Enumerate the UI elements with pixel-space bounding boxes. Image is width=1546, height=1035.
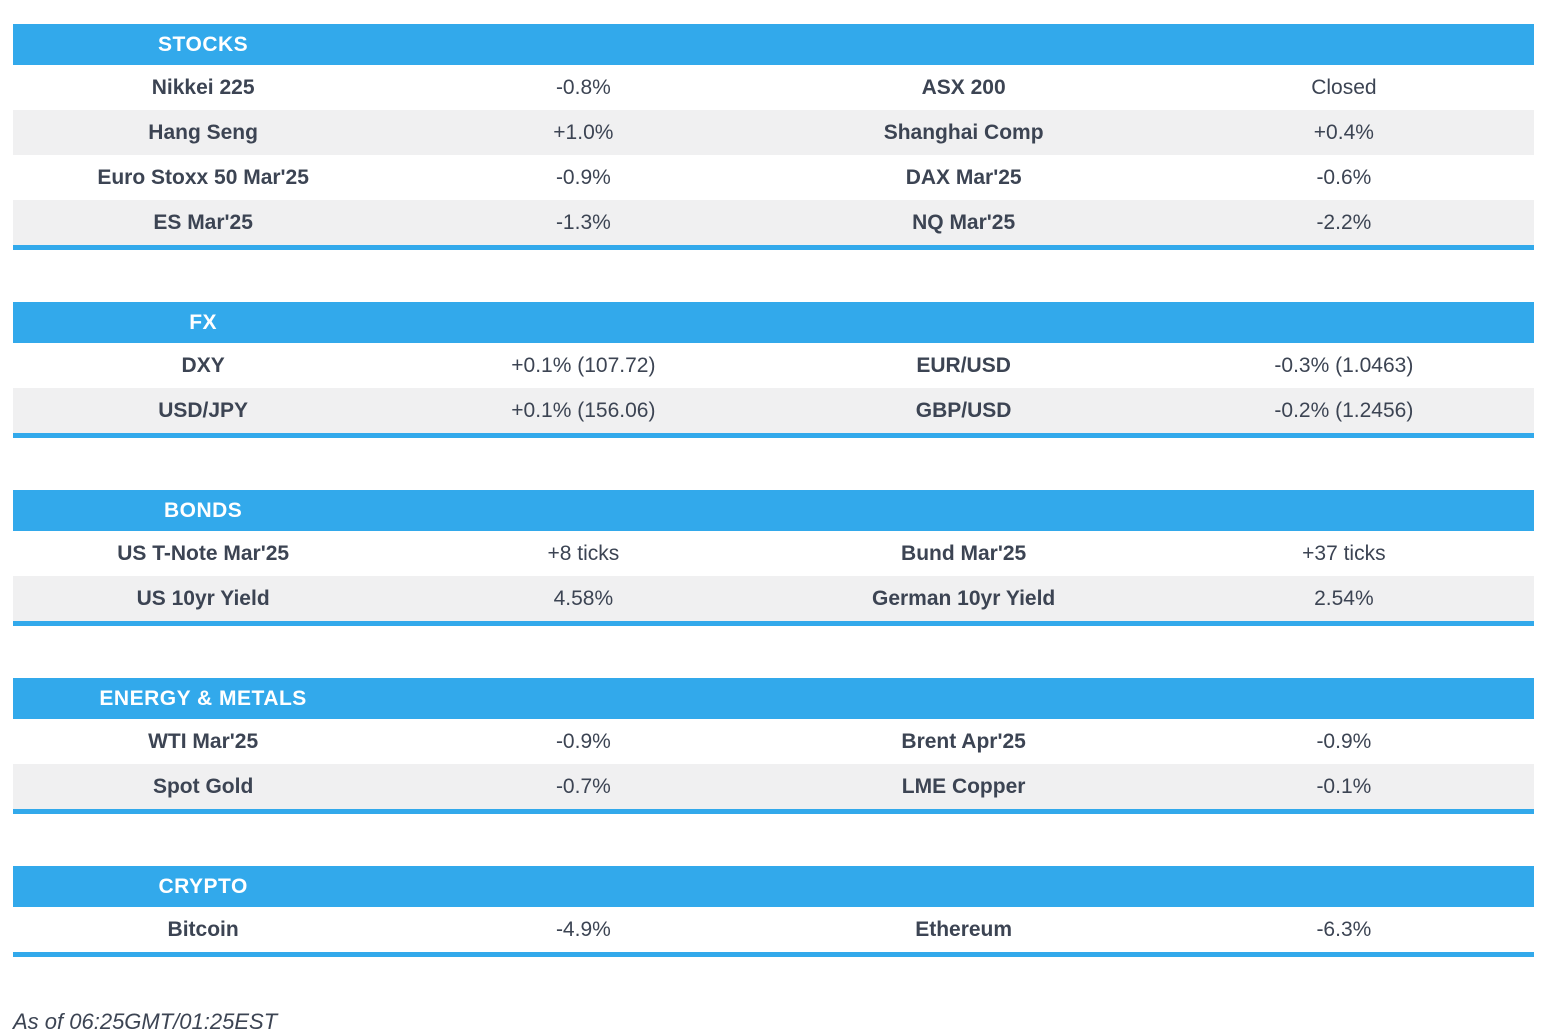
table-row: ES Mar'25 -1.3% NQ Mar'25 -2.2% bbox=[13, 200, 1534, 245]
instrument-value: -0.6% bbox=[1316, 165, 1372, 189]
section-title: STOCKS bbox=[158, 32, 249, 56]
market-section-energy-metals: ENERGY & METALS WTI Mar'25 -0.9% Brent A… bbox=[13, 678, 1534, 814]
instrument-value: -4.9% bbox=[555, 917, 611, 941]
market-section-bonds: BONDS US T-Note Mar'25 +8 ticks Bund Mar… bbox=[13, 490, 1534, 626]
section-header: BONDS bbox=[13, 490, 1534, 531]
instrument-name: WTI Mar'25 bbox=[148, 729, 259, 753]
table-row: WTI Mar'25 -0.9% Brent Apr'25 -0.9% bbox=[13, 719, 1534, 764]
section-rows: Nikkei 225 -0.8% ASX 200 Closed Hang Sen… bbox=[13, 65, 1534, 245]
section-header: STOCKS bbox=[13, 24, 1534, 65]
instrument-name: Shanghai Comp bbox=[883, 120, 1044, 144]
section-title: FX bbox=[189, 310, 218, 334]
instrument-value: -0.9% bbox=[555, 165, 611, 189]
instrument-value: +0.1% (156.06) bbox=[511, 398, 656, 422]
section-header: FX bbox=[13, 302, 1534, 343]
section-rows: Bitcoin -4.9% Ethereum -6.3% bbox=[13, 907, 1534, 952]
instrument-name: ES Mar'25 bbox=[153, 210, 253, 234]
section-title: ENERGY & METALS bbox=[99, 686, 307, 710]
section-title: BONDS bbox=[163, 498, 243, 522]
instrument-value: 4.58% bbox=[553, 586, 614, 610]
instrument-name: Bitcoin bbox=[167, 917, 239, 941]
instrument-name: Ethereum bbox=[915, 917, 1013, 941]
instrument-name: Spot Gold bbox=[152, 774, 254, 798]
instrument-value: -2.2% bbox=[1316, 210, 1372, 234]
instrument-name: US T-Note Mar'25 bbox=[117, 541, 290, 565]
section-rows: DXY +0.1% (107.72) EUR/USD -0.3% (1.0463… bbox=[13, 343, 1534, 433]
instrument-name: NQ Mar'25 bbox=[912, 210, 1016, 234]
market-section-crypto: CRYPTO Bitcoin -4.9% Ethereum -6.3% bbox=[13, 866, 1534, 957]
market-sections: STOCKS Nikkei 225 -0.8% ASX 200 Closed H… bbox=[13, 24, 1534, 957]
instrument-name: DXY bbox=[181, 353, 225, 377]
instrument-name: LME Copper bbox=[901, 774, 1026, 798]
instrument-value: -0.9% bbox=[555, 729, 611, 753]
section-title: CRYPTO bbox=[158, 874, 248, 898]
table-row: Spot Gold -0.7% LME Copper -0.1% bbox=[13, 764, 1534, 809]
instrument-name: Brent Apr'25 bbox=[901, 729, 1026, 753]
instrument-value: -0.3% (1.0463) bbox=[1274, 353, 1414, 377]
instrument-name: USD/JPY bbox=[158, 398, 249, 422]
table-row: US T-Note Mar'25 +8 ticks Bund Mar'25 +3… bbox=[13, 531, 1534, 576]
instrument-name: DAX Mar'25 bbox=[905, 165, 1022, 189]
section-header: CRYPTO bbox=[13, 866, 1534, 907]
market-section-stocks: STOCKS Nikkei 225 -0.8% ASX 200 Closed H… bbox=[13, 24, 1534, 250]
table-row: Nikkei 225 -0.8% ASX 200 Closed bbox=[13, 65, 1534, 110]
instrument-value: Closed bbox=[1311, 75, 1377, 99]
instrument-value: +0.4% bbox=[1313, 120, 1374, 144]
instrument-name: EUR/USD bbox=[916, 353, 1011, 377]
table-row: Euro Stoxx 50 Mar'25 -0.9% DAX Mar'25 -0… bbox=[13, 155, 1534, 200]
instrument-value: -0.1% bbox=[1316, 774, 1372, 798]
instrument-value: -0.8% bbox=[555, 75, 611, 99]
instrument-name: German 10yr Yield bbox=[871, 586, 1056, 610]
instrument-value: -1.3% bbox=[555, 210, 611, 234]
market-wrap: STOCKS Nikkei 225 -0.8% ASX 200 Closed H… bbox=[13, 24, 1534, 1035]
instrument-name: ASX 200 bbox=[921, 75, 1006, 99]
section-rows: US T-Note Mar'25 +8 ticks Bund Mar'25 +3… bbox=[13, 531, 1534, 621]
section-header: ENERGY & METALS bbox=[13, 678, 1534, 719]
instrument-name: Hang Seng bbox=[148, 120, 258, 144]
table-row: US 10yr Yield 4.58% German 10yr Yield 2.… bbox=[13, 576, 1534, 621]
instrument-name: Bund Mar'25 bbox=[901, 541, 1027, 565]
instrument-value: -0.2% (1.2456) bbox=[1274, 398, 1414, 422]
instrument-value: -0.7% bbox=[555, 774, 611, 798]
instrument-name: US 10yr Yield bbox=[136, 586, 270, 610]
timestamp-note: As of 06:25GMT/01:25EST bbox=[13, 1009, 278, 1034]
instrument-value: +1.0% bbox=[553, 120, 614, 144]
instrument-name: Nikkei 225 bbox=[151, 75, 255, 99]
instrument-name: Euro Stoxx 50 Mar'25 bbox=[97, 165, 309, 189]
instrument-value: +0.1% (107.72) bbox=[511, 353, 656, 377]
table-row: USD/JPY +0.1% (156.06) GBP/USD -0.2% (1.… bbox=[13, 388, 1534, 433]
table-row: Bitcoin -4.9% Ethereum -6.3% bbox=[13, 907, 1534, 952]
table-row: DXY +0.1% (107.72) EUR/USD -0.3% (1.0463… bbox=[13, 343, 1534, 388]
market-section-fx: FX DXY +0.1% (107.72) EUR/USD -0.3% (1.0… bbox=[13, 302, 1534, 438]
instrument-value: +8 ticks bbox=[547, 541, 620, 565]
section-rows: WTI Mar'25 -0.9% Brent Apr'25 -0.9% Spot… bbox=[13, 719, 1534, 809]
instrument-name: GBP/USD bbox=[915, 398, 1012, 422]
instrument-value: -6.3% bbox=[1316, 917, 1372, 941]
table-row: Hang Seng +1.0% Shanghai Comp +0.4% bbox=[13, 110, 1534, 155]
instrument-value: +37 ticks bbox=[1302, 541, 1386, 565]
instrument-value: -0.9% bbox=[1316, 729, 1372, 753]
instrument-value: 2.54% bbox=[1314, 586, 1374, 610]
